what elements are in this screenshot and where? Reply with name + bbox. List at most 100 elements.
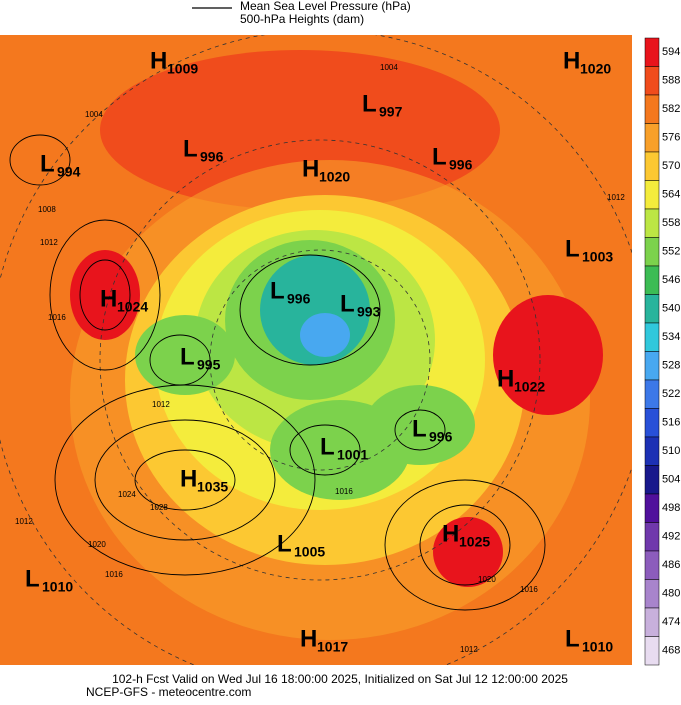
colorbar-bin bbox=[644, 294, 660, 324]
colorbar-label: 492 bbox=[662, 531, 680, 543]
isobar-label: 1012 bbox=[40, 238, 58, 247]
center-letter: L bbox=[565, 235, 580, 262]
colorbar-label: 570 bbox=[662, 160, 680, 172]
colorbar-bin bbox=[644, 151, 660, 181]
colorbar-label: 522 bbox=[662, 388, 680, 400]
isobar-labels: 1004 1004 1008 1012 1016 1012 1012 1024 1028 1020… bbox=[15, 63, 625, 654]
colorbar-label: 474 bbox=[662, 616, 680, 628]
colorbar-bin bbox=[644, 66, 660, 96]
colorbar-label: 534 bbox=[662, 331, 680, 343]
colorbar-bin bbox=[644, 123, 660, 153]
isobar-label: 1020 bbox=[88, 540, 106, 549]
center-value: 1025 bbox=[459, 534, 490, 550]
colorbar-bin bbox=[644, 379, 660, 409]
isobar-label: 1004 bbox=[85, 110, 103, 119]
center-value: 997 bbox=[379, 104, 403, 120]
colorbar: 594 588 582 576 570 564 558 552 546 540 534 528 522 5… bbox=[644, 37, 680, 666]
isobar-label: 1012 bbox=[460, 645, 478, 654]
center-value: 1024 bbox=[117, 299, 148, 315]
center-letter: H bbox=[150, 47, 167, 74]
colorbar-bin bbox=[644, 180, 660, 210]
center-value: 1003 bbox=[582, 249, 613, 265]
center-letter: L bbox=[320, 433, 335, 460]
center-letter: L bbox=[40, 150, 55, 177]
colorbar-label: 528 bbox=[662, 360, 680, 372]
center-value: 1001 bbox=[337, 447, 368, 463]
colorbar-label: 516 bbox=[662, 417, 680, 429]
center-letter: H bbox=[497, 365, 514, 392]
isobar-label: 1004 bbox=[380, 63, 398, 72]
colorbar-bin bbox=[644, 465, 660, 495]
isobar-label: 1016 bbox=[520, 585, 538, 594]
colorbar-bin bbox=[644, 436, 660, 466]
isobar-label: 1016 bbox=[335, 487, 353, 496]
center-value: 1010 bbox=[42, 579, 73, 595]
isobar-label: 1016 bbox=[48, 313, 66, 322]
center-value: 1020 bbox=[580, 61, 611, 77]
center-value: 996 bbox=[429, 429, 453, 445]
isobar-label: 1012 bbox=[15, 517, 33, 526]
center-letter: L bbox=[565, 625, 580, 652]
center-letter: L bbox=[270, 277, 285, 304]
center-letter: H bbox=[180, 465, 197, 492]
isobar-label: 1024 bbox=[118, 490, 136, 499]
center-value: 1005 bbox=[294, 544, 325, 560]
center-letter: H bbox=[100, 285, 117, 312]
center-value: 995 bbox=[197, 357, 221, 373]
colorbar-bin bbox=[644, 351, 660, 381]
center-value: 996 bbox=[449, 157, 473, 173]
colorbar-label: 558 bbox=[662, 217, 680, 229]
isobar-label: 1016 bbox=[105, 570, 123, 579]
colorbar-bin bbox=[644, 607, 660, 637]
center-letter: L bbox=[277, 530, 292, 557]
colorbar-label: 564 bbox=[662, 189, 680, 201]
colorbar-label: 576 bbox=[662, 132, 680, 144]
center-letter: L bbox=[362, 90, 377, 117]
colorbar-bin bbox=[644, 208, 660, 238]
map bbox=[0, 35, 632, 665]
colorbar-bin bbox=[644, 493, 660, 523]
center-value: 996 bbox=[287, 291, 311, 307]
isobar-label: 1008 bbox=[38, 205, 56, 214]
colorbar-label: 468 bbox=[662, 645, 680, 657]
colorbar-label: 546 bbox=[662, 274, 680, 286]
center-letter: L bbox=[180, 343, 195, 370]
center-letter: L bbox=[412, 415, 427, 442]
colorbar-label: 504 bbox=[662, 474, 680, 486]
center-value: 1009 bbox=[167, 61, 198, 77]
center-letter: L bbox=[25, 565, 40, 592]
center-letter: L bbox=[340, 290, 355, 317]
colorbar-bin bbox=[644, 550, 660, 580]
legend-pressure: Mean Sea Level Pressure (hPa) bbox=[240, 0, 411, 13]
colorbar-bin bbox=[644, 37, 660, 67]
colorbar-bin bbox=[644, 579, 660, 609]
colorbar-bin bbox=[644, 265, 660, 295]
colorbar-label: 594 bbox=[662, 46, 680, 58]
colorbar-label: 480 bbox=[662, 588, 680, 600]
isobar-label: 1012 bbox=[152, 400, 170, 409]
colorbar-bin bbox=[644, 237, 660, 267]
footer-source: NCEP-GFS - meteocentre.com bbox=[86, 685, 251, 699]
center-value: 1035 bbox=[197, 479, 228, 495]
colorbar-label: 552 bbox=[662, 246, 680, 258]
colorbar-bin bbox=[644, 322, 660, 352]
center-letter: L bbox=[183, 135, 198, 162]
center-value: 993 bbox=[357, 304, 381, 320]
center-letter: H bbox=[563, 47, 580, 74]
colorbar-label: 510 bbox=[662, 445, 680, 457]
colorbar-bin bbox=[644, 408, 660, 438]
center-value: 1020 bbox=[319, 169, 350, 185]
isobar-label: 1020 bbox=[478, 575, 496, 584]
colorbar-label: 498 bbox=[662, 502, 680, 514]
center-value: 1022 bbox=[514, 379, 545, 395]
isobar-label: 1012 bbox=[607, 193, 625, 202]
colorbar-bin bbox=[644, 636, 660, 666]
legend-heights: 500-hPa Heights (dam) bbox=[240, 12, 364, 26]
isobar-label: 1028 bbox=[150, 503, 168, 512]
center-value: 1010 bbox=[582, 639, 613, 655]
center-value: 1017 bbox=[317, 639, 348, 655]
center-letter: H bbox=[300, 625, 317, 652]
